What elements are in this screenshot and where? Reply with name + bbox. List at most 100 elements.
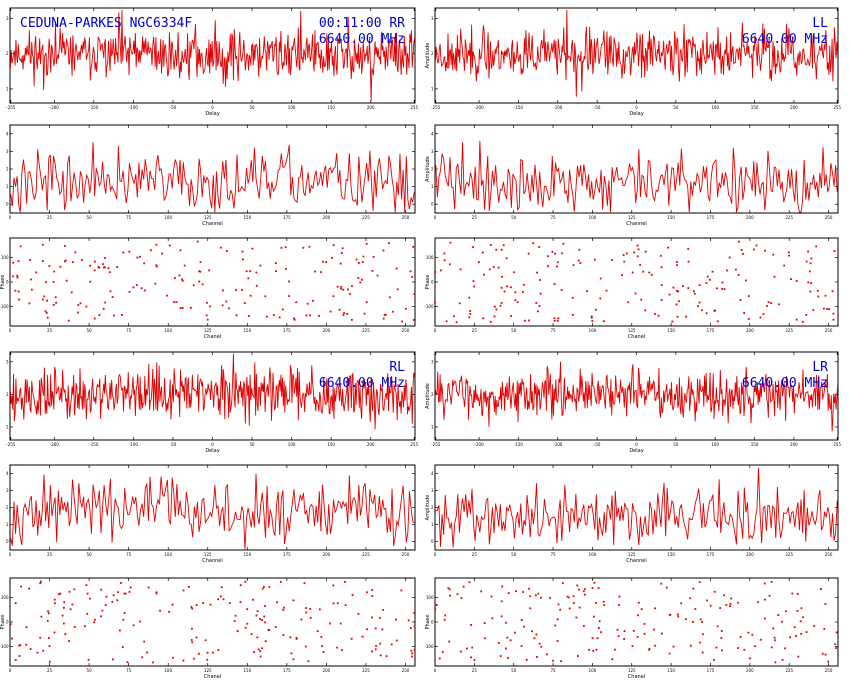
- phase-point: [332, 602, 335, 605]
- phase-point: [747, 295, 750, 297]
- panel-ll-channel: 0 25 50 75 100 125 150 175 200 225 250 0 1 2 3 4 Channel…: [425, 124, 839, 227]
- phase-point: [246, 622, 249, 625]
- phase-point: [720, 637, 723, 639]
- phase-point: [381, 628, 384, 631]
- phase-point: [500, 600, 503, 603]
- phase-point: [288, 280, 290, 283]
- x-tick-label: 100: [164, 215, 172, 220]
- x-tick-label: 175: [283, 668, 291, 673]
- frequency-label: 6640.00 MHz: [319, 376, 405, 391]
- phase-point: [522, 283, 525, 286]
- phase-point: [529, 595, 531, 598]
- phase-point: [235, 289, 238, 292]
- x-axis-label: Chanel: [204, 674, 221, 680]
- y-tick-label: 1: [6, 184, 9, 189]
- phase-point: [336, 285, 339, 288]
- phase-point: [264, 621, 266, 624]
- phase-point: [627, 301, 630, 304]
- phase-point: [505, 621, 507, 624]
- phase-point: [52, 303, 55, 306]
- y-tick-label: 4: [431, 471, 434, 476]
- phase-point: [510, 286, 512, 289]
- x-tick-label: -100: [129, 105, 139, 110]
- phase-point: [302, 246, 305, 249]
- y-tick-label: 4: [431, 131, 434, 136]
- phase-point: [395, 639, 398, 642]
- phase-point: [263, 586, 265, 588]
- phase-point: [737, 274, 740, 276]
- x-tick-label: -150: [514, 442, 524, 447]
- y-tick-label: 4: [6, 131, 9, 136]
- phase-point: [593, 615, 595, 618]
- phase-point: [737, 601, 739, 604]
- phase-point: [181, 307, 184, 309]
- x-tick-label: 25: [47, 668, 53, 673]
- phase-point: [141, 656, 144, 659]
- phase-point: [314, 270, 316, 273]
- phase-point: [357, 612, 360, 615]
- x-tick-label: 125: [204, 328, 212, 333]
- phase-point: [320, 271, 322, 273]
- phase-point: [357, 277, 360, 279]
- phase-point: [93, 317, 96, 320]
- phase-point: [247, 277, 250, 280]
- x-tick-label: 0: [9, 552, 12, 557]
- phase-point: [594, 308, 597, 311]
- phase-point: [591, 320, 594, 322]
- x-axis-label: Chanel: [628, 674, 645, 680]
- phase-point: [546, 653, 548, 656]
- x-tick-label: 150: [751, 105, 759, 110]
- phase-point: [618, 604, 620, 606]
- phase-point: [221, 304, 224, 307]
- y-tick-label: 3: [6, 16, 9, 21]
- phase-point: [513, 631, 516, 634]
- phase-point: [132, 624, 135, 627]
- phase-point: [388, 296, 391, 299]
- polarization-label: LL: [812, 16, 828, 31]
- phase-point: [773, 275, 776, 278]
- phase-point: [155, 591, 158, 594]
- phase-point: [143, 262, 146, 265]
- phase-point: [362, 255, 365, 258]
- x-tick-label: 75: [551, 215, 557, 220]
- x-tick-label: 200: [367, 442, 375, 447]
- phase-point: [634, 292, 637, 295]
- phase-point: [409, 270, 412, 273]
- phase-point: [484, 637, 486, 640]
- x-tick-label: 0: [434, 668, 437, 673]
- phase-point: [815, 245, 818, 248]
- phase-point: [675, 261, 678, 263]
- series-line-rr: [10, 142, 415, 213]
- phase-point: [650, 273, 653, 276]
- phase-point: [644, 250, 647, 253]
- phase-point: [30, 278, 32, 281]
- phase-point: [206, 651, 209, 654]
- x-tick-label: 0: [9, 328, 12, 333]
- phase-point: [89, 280, 92, 283]
- phase-point: [281, 308, 284, 311]
- phase-point: [339, 262, 342, 265]
- phase-point: [821, 652, 824, 655]
- x-tick-label: 25: [47, 215, 53, 220]
- phase-point: [493, 315, 496, 318]
- phase-point: [677, 615, 680, 618]
- phase-point: [371, 595, 374, 598]
- phase-point: [385, 655, 388, 658]
- phase-point: [611, 658, 614, 661]
- phase-point: [68, 640, 70, 642]
- phase-point: [622, 254, 625, 256]
- phase-point: [631, 271, 634, 274]
- phase-point: [660, 582, 663, 585]
- phase-point: [171, 603, 174, 606]
- y-tick-label: 2: [431, 51, 434, 56]
- plot-frame: [9, 464, 416, 551]
- phase-point: [48, 645, 51, 648]
- phase-point: [591, 587, 594, 589]
- phase-point: [553, 317, 556, 320]
- phase-point: [53, 270, 56, 273]
- phase-point: [709, 604, 712, 607]
- x-tick-label: 50: [87, 328, 93, 333]
- phase-point: [46, 619, 49, 622]
- phase-point: [123, 592, 126, 595]
- phase-point: [583, 593, 586, 596]
